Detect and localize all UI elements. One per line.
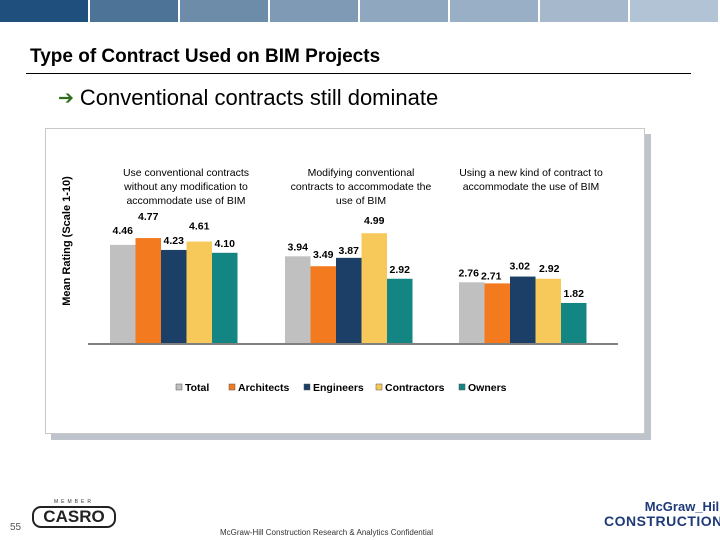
banner-tile bbox=[630, 0, 720, 22]
category-label: Use conventional contracts bbox=[123, 167, 249, 179]
mcgraw-hill-logo: McGraw_Hill CONSTRUCTION bbox=[604, 499, 720, 529]
legend-swatch-owners bbox=[458, 383, 466, 391]
slide-title: Type of Contract Used on BIM Projects bbox=[30, 46, 381, 67]
category-label: accommodate the use of BIM bbox=[463, 181, 600, 193]
category-label: Modifying conventional bbox=[308, 167, 415, 179]
casro-logo: MEMBER CASRO bbox=[32, 499, 116, 533]
legend-swatch-engineers bbox=[303, 383, 311, 391]
construction-wordmark: CONSTRUCTION bbox=[604, 513, 720, 529]
legend-label: Owners bbox=[468, 382, 507, 394]
casro-member-text: MEMBER bbox=[54, 499, 94, 505]
bar-contractors bbox=[186, 241, 212, 343]
banner-tile bbox=[0, 0, 90, 22]
bar-chart: Mean Rating (Scale 1-10) Use conventional… bbox=[61, 167, 618, 394]
casro-wordmark: CASRO bbox=[32, 506, 116, 528]
data-label: 3.94 bbox=[288, 241, 309, 253]
category-label: use of BIM bbox=[336, 195, 386, 207]
category-label: Using a new kind of contract to bbox=[459, 167, 603, 179]
legend-label: Architects bbox=[238, 382, 290, 394]
title-divider bbox=[26, 73, 691, 74]
bar-total bbox=[110, 244, 136, 343]
bar-engineers bbox=[510, 276, 536, 343]
banner-tile bbox=[90, 0, 180, 22]
banner-tile bbox=[180, 0, 270, 22]
page-number: 55 bbox=[10, 522, 22, 533]
data-label: 4.99 bbox=[364, 215, 385, 227]
data-label: 4.77 bbox=[138, 211, 159, 223]
legend-label: Engineers bbox=[313, 382, 364, 394]
bar-contractors bbox=[535, 278, 561, 343]
bar-engineers bbox=[161, 249, 187, 343]
chart-panel: Mean Rating (Scale 1-10) Use conventional… bbox=[45, 128, 645, 434]
data-label: 2.76 bbox=[459, 267, 480, 279]
category-label: accommodate use of BIM bbox=[126, 195, 245, 207]
legend-swatch-architects bbox=[228, 383, 236, 391]
legend-label: Contractors bbox=[385, 382, 445, 394]
arrow-right-icon: ➔ bbox=[58, 87, 74, 109]
data-label: 4.23 bbox=[164, 235, 185, 247]
banner-tile bbox=[450, 0, 540, 22]
bullet-point: ➔ Conventional contracts still dominate bbox=[58, 85, 438, 111]
banner-tile bbox=[540, 0, 630, 22]
data-label: 2.92 bbox=[539, 263, 560, 275]
bar-architects bbox=[135, 238, 161, 343]
data-label: 3.87 bbox=[339, 245, 360, 257]
bar-owners bbox=[212, 252, 238, 343]
bar-engineers bbox=[336, 257, 362, 343]
category-label: without any modification to bbox=[123, 181, 248, 193]
header-banner bbox=[0, 0, 720, 22]
bar-owners bbox=[387, 278, 413, 343]
footer-text: McGraw-Hill Construction Research & Anal… bbox=[220, 528, 433, 537]
bar-architects bbox=[310, 266, 336, 343]
bar-total bbox=[285, 256, 311, 343]
data-label: 4.46 bbox=[113, 225, 134, 237]
bar-architects bbox=[484, 283, 510, 343]
banner-tile bbox=[360, 0, 450, 22]
banner-tile bbox=[270, 0, 360, 22]
data-label: 4.61 bbox=[189, 221, 210, 233]
category-label: contracts to accommodate the bbox=[291, 181, 432, 193]
legend-label: Total bbox=[185, 382, 209, 394]
data-label: 4.10 bbox=[215, 238, 236, 250]
data-label: 3.02 bbox=[510, 261, 531, 273]
legend-swatch-contractors bbox=[375, 383, 383, 391]
data-label: 3.49 bbox=[313, 249, 334, 261]
bar-total bbox=[459, 282, 485, 343]
y-axis-title: Mean Rating (Scale 1-10) bbox=[61, 176, 73, 306]
data-label: 2.92 bbox=[390, 264, 411, 276]
bullet-text: Conventional contracts still dominate bbox=[79, 85, 439, 110]
legend-swatch-total bbox=[175, 383, 183, 391]
bar-owners bbox=[561, 302, 587, 343]
mcgraw-hill-wordmark: McGraw_Hill bbox=[644, 499, 720, 514]
data-label: 2.71 bbox=[481, 270, 502, 282]
bar-contractors bbox=[361, 233, 387, 343]
data-label: 1.82 bbox=[564, 288, 585, 300]
